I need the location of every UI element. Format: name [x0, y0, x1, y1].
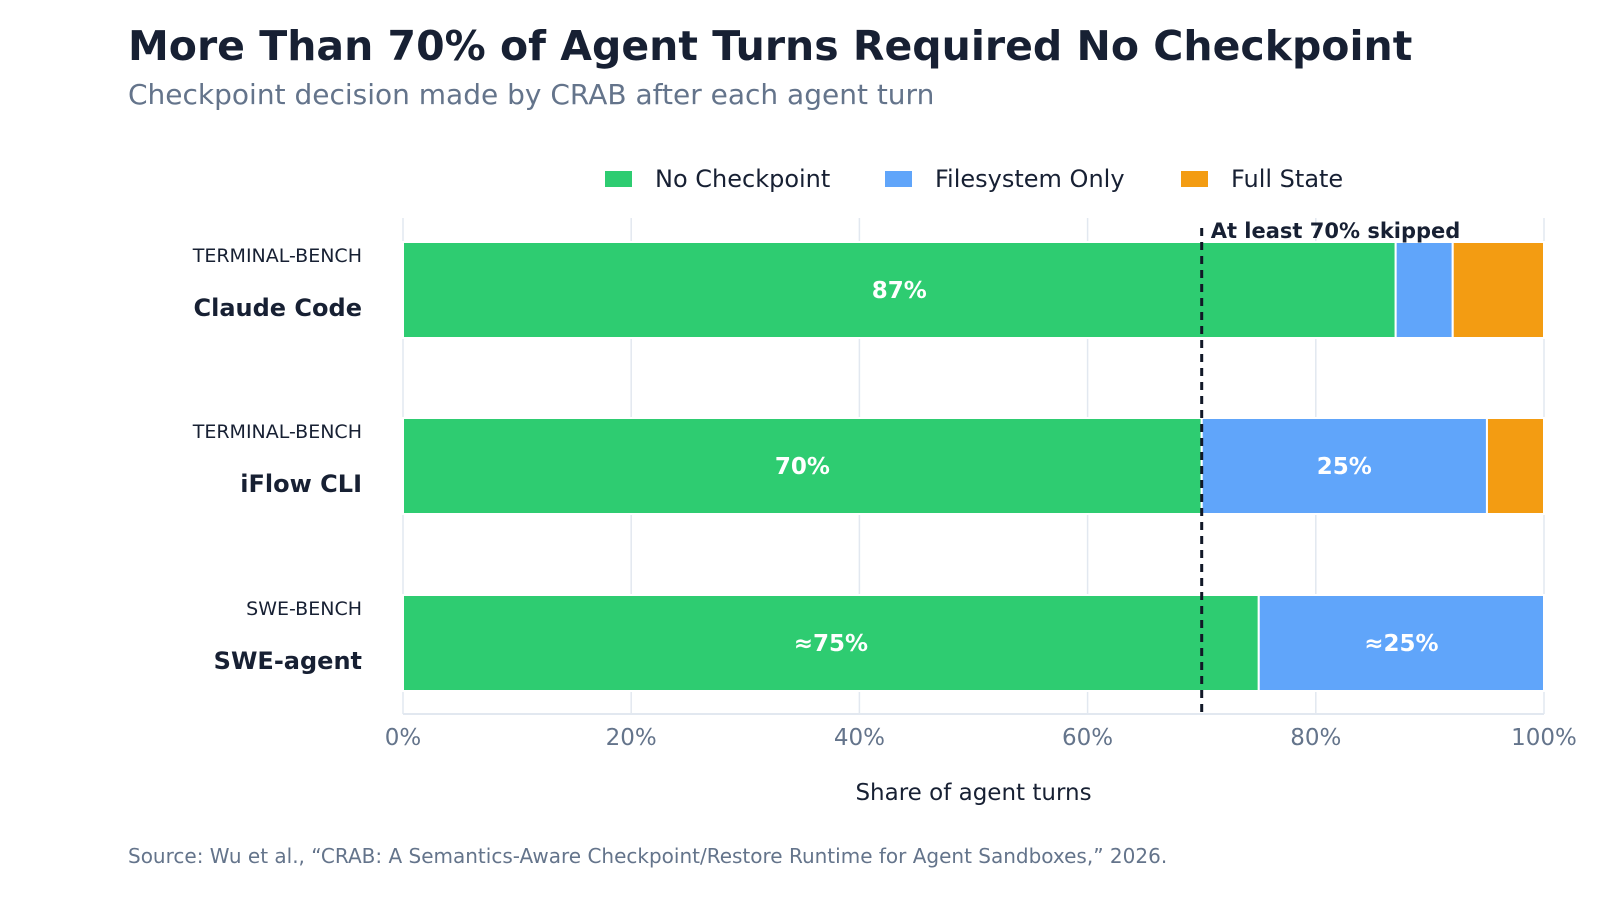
- source-note: Source: Wu et al., “CRAB: A Semantics-Aw…: [128, 844, 1168, 868]
- category-label: SWE-agent: [214, 647, 362, 675]
- legend-swatch: [885, 171, 912, 187]
- chart-title: More Than 70% of Agent Turns Required No…: [128, 22, 1413, 70]
- category-group-label: TERMINAL-BENCH: [192, 421, 362, 443]
- x-tick-label: 100%: [1511, 725, 1577, 751]
- x-tick-label: 40%: [834, 725, 885, 751]
- data-label: 87%: [872, 278, 927, 304]
- x-tick-label: 20%: [606, 725, 657, 751]
- x-tick-label: 80%: [1290, 725, 1341, 751]
- bar-segment: [402, 417, 1203, 515]
- legend-label: Full State: [1231, 165, 1343, 193]
- x-tick-label: 60%: [1062, 725, 1113, 751]
- axis-layer: TERMINAL-BENCH Claude Code TERMINAL-BENCH i…: [192, 245, 1577, 806]
- category-group-label: TERMINAL-BENCH: [192, 245, 362, 267]
- bar-segment: [1485, 417, 1545, 515]
- chart-subtitle: Checkpoint decision made by CRAB after e…: [128, 78, 935, 111]
- category-group-label: SWE-BENCH: [246, 598, 362, 620]
- bar-segment: [1451, 241, 1545, 339]
- category-label: Claude Code: [194, 294, 363, 322]
- bar-segment: [402, 594, 1260, 692]
- x-axis-title: Share of agent turns: [855, 780, 1091, 806]
- bar-segment: [402, 241, 1397, 339]
- legend-layer: No Checkpoint Filesystem Only Full State: [605, 165, 1343, 193]
- data-label: 70%: [775, 454, 830, 480]
- bar-segment: [1257, 594, 1545, 692]
- bar-segment: [1394, 241, 1454, 339]
- legend-swatch: [1181, 171, 1208, 187]
- legend-label: No Checkpoint: [655, 165, 830, 193]
- reference-line-label: At least 70% skipped: [1211, 219, 1461, 243]
- category-label: iFlow CLI: [240, 470, 362, 498]
- bar-layer: 87% 70% 25% ≈75% ≈25% At least 70% skipped: [402, 219, 1545, 714]
- data-label: ≈75%: [794, 631, 868, 657]
- bar-segment: [1200, 417, 1488, 515]
- legend-label: Filesystem Only: [935, 165, 1125, 193]
- data-label: ≈25%: [1364, 631, 1438, 657]
- x-tick-label: 0%: [385, 725, 422, 751]
- data-label: 25%: [1317, 454, 1372, 480]
- legend-swatch: [605, 171, 632, 187]
